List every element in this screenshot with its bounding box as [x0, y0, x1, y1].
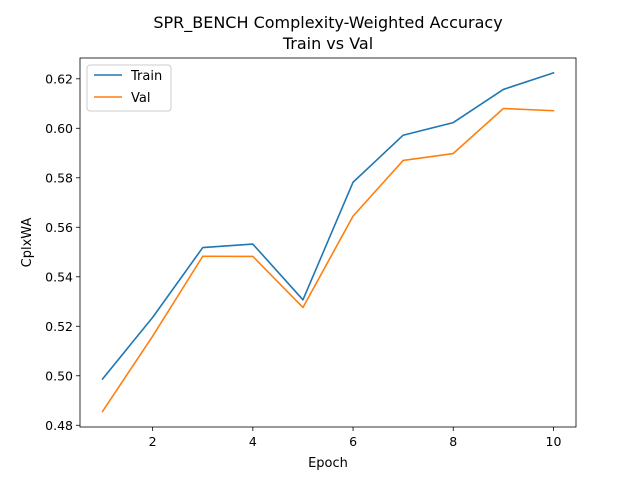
- x-tick-label: 4: [249, 434, 257, 449]
- axis-ticks: 2 4 6 8 10 0.48 0.50 0.52 0.54 0.56 0.58 0.60 0.62: [45, 71, 561, 449]
- x-tick-label: 10: [546, 434, 562, 449]
- y-tick-label: 0.52: [45, 319, 73, 334]
- legend-label-train: Train: [130, 69, 162, 84]
- y-tick-label: 0.56: [45, 220, 73, 235]
- chart-title: SPR_BENCH Complexity-Weighted Accuracy: [153, 13, 502, 33]
- legend-frame: [86, 64, 172, 112]
- legend: Train Val: [86, 64, 172, 112]
- series-lines: [101, 71, 555, 413]
- legend-label-val: Val: [131, 91, 150, 106]
- y-tick-label: 0.54: [45, 269, 73, 284]
- chart-subtitle: Train vs Val: [282, 34, 373, 53]
- y-tick-label: 0.50: [45, 368, 73, 383]
- x-tick-label: 6: [349, 434, 357, 449]
- y-tick-label: 0.60: [45, 121, 73, 136]
- y-tick-label: 0.48: [45, 418, 73, 433]
- y-tick-label: 0.62: [45, 71, 73, 86]
- x-tick-label: 8: [449, 434, 457, 449]
- series-line-train: [101, 71, 555, 381]
- x-tick-label: 2: [149, 434, 157, 449]
- y-tick-label: 0.58: [45, 170, 73, 185]
- plot-frame: [79, 57, 577, 428]
- x-axis-label: Epoch: [308, 456, 348, 471]
- y-axis-label: CplxWA: [20, 218, 35, 268]
- series-line-val: [101, 107, 555, 413]
